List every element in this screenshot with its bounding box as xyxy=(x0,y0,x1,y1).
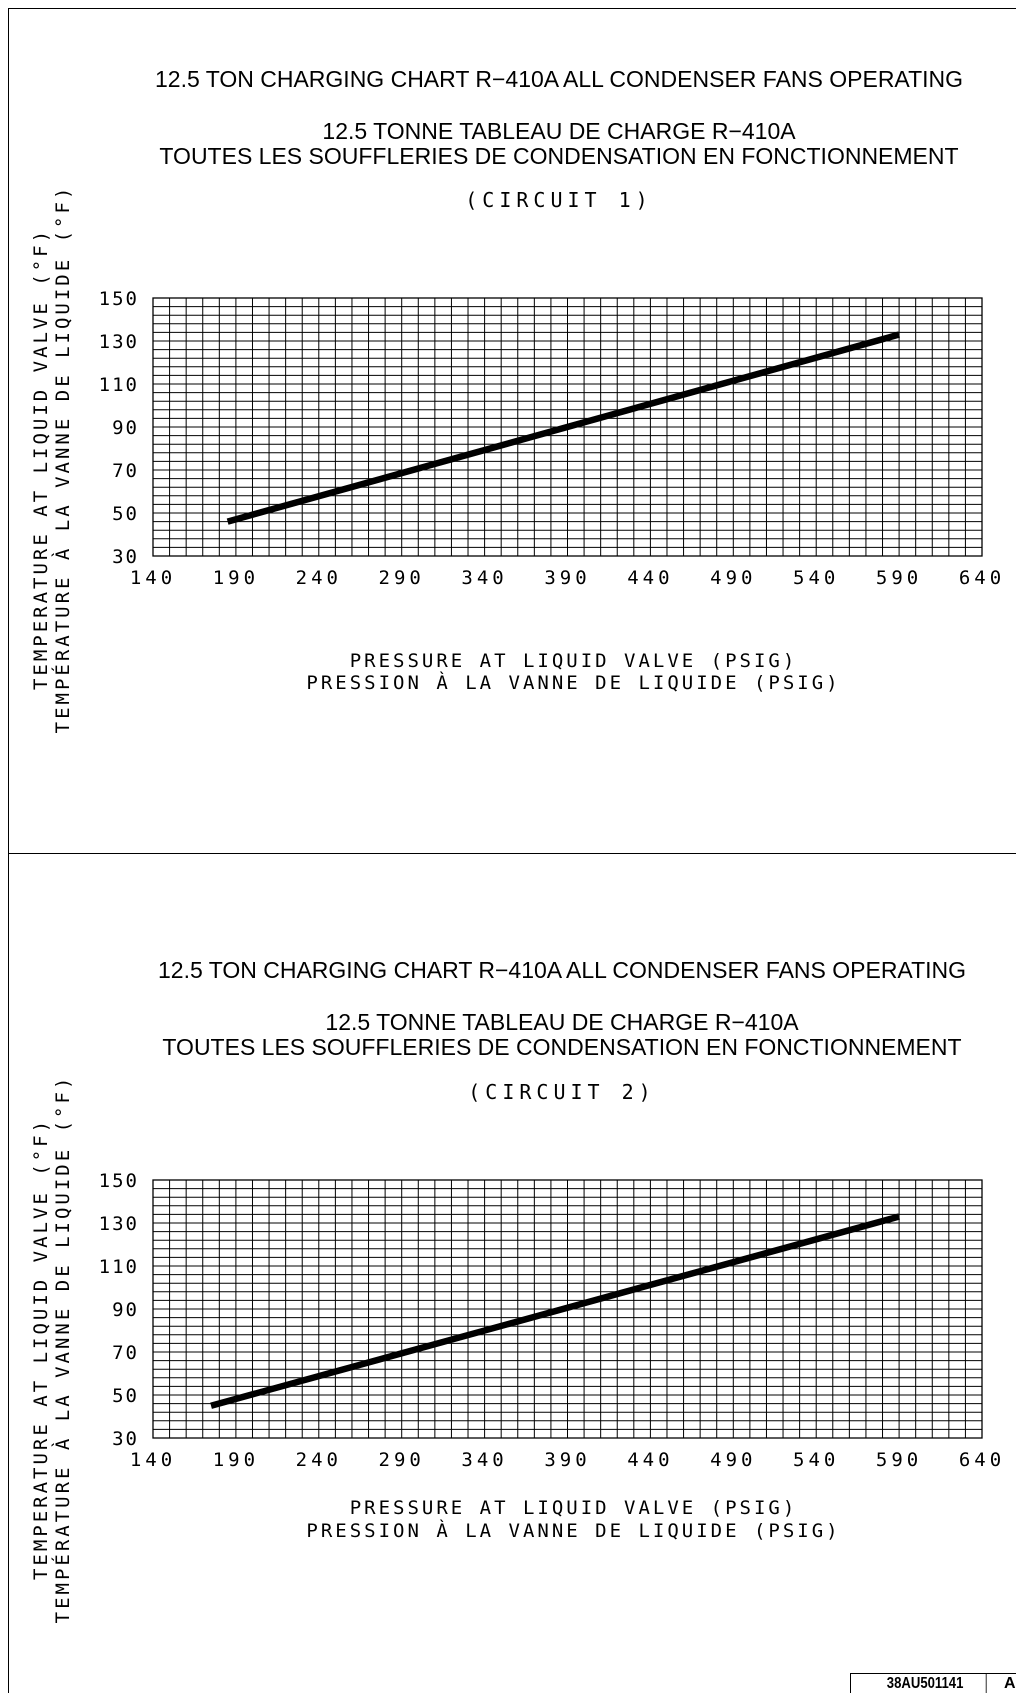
y-axis-label-line-1: TEMPERATURE AT LIQUID VALVE (°F) xyxy=(30,228,52,690)
x-axis-label-line-2: PRESSION À LA VANNE DE LIQUIDE (PSIG) xyxy=(306,1519,840,1542)
y-tick-label: 90 xyxy=(112,417,139,439)
charging-chart-circuit-2: 12.5 TON CHARGING CHART R−410A ALL CONDE… xyxy=(30,957,1005,1624)
y-tick-label: 30 xyxy=(112,546,139,568)
y-tick-label: 110 xyxy=(99,1256,139,1278)
x-tick-label: 440 xyxy=(627,567,673,589)
x-tick-label: 290 xyxy=(379,1449,425,1471)
x-tick-label: 190 xyxy=(213,567,259,589)
chart-subtitle-line-2: TOUTES LES SOUFFLERIES DE CONDENSATION E… xyxy=(162,1034,961,1060)
x-tick-label: 590 xyxy=(876,1449,922,1471)
charging-curve-line xyxy=(210,1213,900,1409)
x-tick-label: 390 xyxy=(544,567,590,589)
chart-circuit-label: (CIRCUIT 1) xyxy=(465,188,652,212)
x-axis-label-line-2: PRESSION À LA VANNE DE LIQUIDE (PSIG) xyxy=(306,671,840,694)
x-tick-label: 340 xyxy=(461,1449,507,1471)
plot-frame xyxy=(152,1179,983,1439)
chart-title: 12.5 TON CHARGING CHART R−410A ALL CONDE… xyxy=(155,66,963,92)
chart-subtitle-line-1: 12.5 TONNE TABLEAU DE CHARGE R−410A xyxy=(325,1009,799,1035)
x-tick-label: 190 xyxy=(213,1449,259,1471)
x-tick-label: 540 xyxy=(793,567,839,589)
x-tick-label: 240 xyxy=(296,1449,342,1471)
x-tick-label: 490 xyxy=(710,1449,756,1471)
chart-panel-circuit-1: 12.5 TON CHARGING CHART R−410A ALL CONDE… xyxy=(8,8,1016,853)
y-tick-label: 90 xyxy=(112,1299,139,1321)
y-tick-label: 50 xyxy=(112,503,139,525)
x-tick-label: 640 xyxy=(959,1449,1005,1471)
y-axis-label-line-2: TEMPÉRATURE À LA VANNE DE LIQUIDE (°F) xyxy=(51,185,74,734)
document-code-box: 38AU501141 A xyxy=(850,1673,1016,1693)
y-tick-label: 70 xyxy=(112,1342,139,1364)
chart-title: 12.5 TON CHARGING CHART R−410A ALL CONDE… xyxy=(158,957,966,983)
x-tick-label: 240 xyxy=(296,567,342,589)
x-tick-label: 390 xyxy=(544,1449,590,1471)
x-tick-label: 590 xyxy=(876,567,922,589)
x-axis-label-line-1: PRESSURE AT LIQUID VALVE (PSIG) xyxy=(350,1497,798,1519)
charging-chart-circuit-1: 12.5 TON CHARGING CHART R−410A ALL CONDE… xyxy=(30,66,1005,734)
x-tick-label: 340 xyxy=(461,567,507,589)
chart-subtitle-line-1: 12.5 TONNE TABLEAU DE CHARGE R−410A xyxy=(322,118,796,144)
y-tick-label: 130 xyxy=(99,331,139,353)
charging-curve-line xyxy=(226,331,900,525)
y-axis-label-line-1: TEMPERATURE AT LIQUID VALVE (°F) xyxy=(30,1118,52,1580)
chart-subtitle-line-2: TOUTES LES SOUFFLERIES DE CONDENSATION E… xyxy=(159,143,958,169)
y-tick-label: 50 xyxy=(112,1385,139,1407)
y-tick-label: 130 xyxy=(99,1213,139,1235)
y-tick-label: 150 xyxy=(99,1170,139,1192)
x-tick-label: 640 xyxy=(959,567,1005,589)
y-axis-label-line-2: TEMPÉRATURE À LA VANNE DE LIQUIDE (°F) xyxy=(51,1075,74,1624)
plot-frame xyxy=(152,297,983,557)
x-tick-label: 140 xyxy=(130,1449,176,1471)
chart-circuit-label: (CIRCUIT 2) xyxy=(468,1080,655,1104)
x-axis-label-line-1: PRESSURE AT LIQUID VALVE (PSIG) xyxy=(350,650,798,672)
document-number: 38AU501141 xyxy=(864,1674,987,1693)
x-tick-label: 490 xyxy=(710,567,756,589)
document-revision: A xyxy=(1004,1675,1016,1692)
y-tick-label: 150 xyxy=(99,288,139,310)
x-tick-label: 540 xyxy=(793,1449,839,1471)
x-tick-label: 440 xyxy=(627,1449,673,1471)
x-tick-label: 290 xyxy=(379,567,425,589)
y-tick-label: 110 xyxy=(99,374,139,396)
x-tick-label: 140 xyxy=(130,567,176,589)
chart-panel-circuit-2: 12.5 TON CHARGING CHART R−410A ALL CONDE… xyxy=(8,853,1016,1693)
y-tick-label: 30 xyxy=(112,1428,139,1450)
y-tick-label: 70 xyxy=(112,460,139,482)
